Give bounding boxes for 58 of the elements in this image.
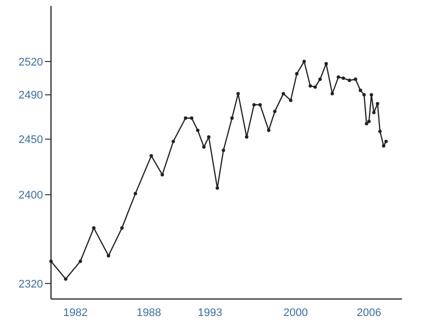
point: [49, 260, 53, 263]
point: [336, 75, 340, 79]
point: [330, 92, 334, 96]
x-tick-label: 1982: [63, 307, 88, 319]
point: [354, 78, 358, 81]
point: [207, 135, 210, 139]
point: [376, 102, 380, 106]
point: [222, 148, 226, 152]
point: [358, 88, 362, 92]
point: [172, 140, 175, 144]
point: [324, 62, 328, 66]
point: [318, 78, 322, 81]
point: [342, 76, 345, 80]
point: [258, 103, 262, 106]
point: [184, 116, 188, 120]
point: [367, 120, 371, 124]
point: [134, 192, 138, 196]
point: [150, 154, 153, 158]
y-tick-label: 2320: [18, 278, 43, 290]
point: [190, 116, 194, 120]
point: [92, 226, 96, 230]
point: [372, 110, 376, 114]
point: [308, 84, 312, 88]
point: [364, 122, 368, 126]
point: [382, 144, 386, 148]
point: [64, 277, 68, 281]
point: [302, 60, 306, 64]
point: [282, 92, 286, 96]
line-series: [49, 60, 388, 281]
point: [160, 172, 164, 176]
x-tick-label: 1993: [198, 307, 222, 319]
point: [78, 260, 82, 263]
x-tick-label: 2006: [356, 307, 382, 319]
point: [120, 226, 124, 230]
point: [295, 72, 299, 76]
point: [348, 78, 352, 82]
point: [384, 140, 388, 144]
point: [370, 93, 374, 96]
point: [313, 85, 317, 89]
y-tick-label: 2520: [18, 56, 43, 68]
point: [252, 103, 256, 106]
point: [244, 135, 248, 139]
y-tick-label: 2400: [18, 190, 43, 202]
point: [378, 130, 382, 134]
point: [362, 93, 366, 96]
point: [236, 92, 240, 96]
point: [273, 110, 277, 114]
x-tick-label: 1988: [136, 307, 162, 319]
point: [216, 186, 220, 190]
point: [106, 254, 110, 258]
point: [196, 128, 200, 132]
x-tick-label: 2000: [283, 307, 308, 319]
y-tick-label: 2490: [18, 90, 43, 102]
point: [266, 128, 270, 132]
point: [202, 145, 206, 149]
point: [289, 98, 292, 102]
y-tick-label: 2450: [18, 134, 43, 146]
point: [230, 116, 234, 120]
